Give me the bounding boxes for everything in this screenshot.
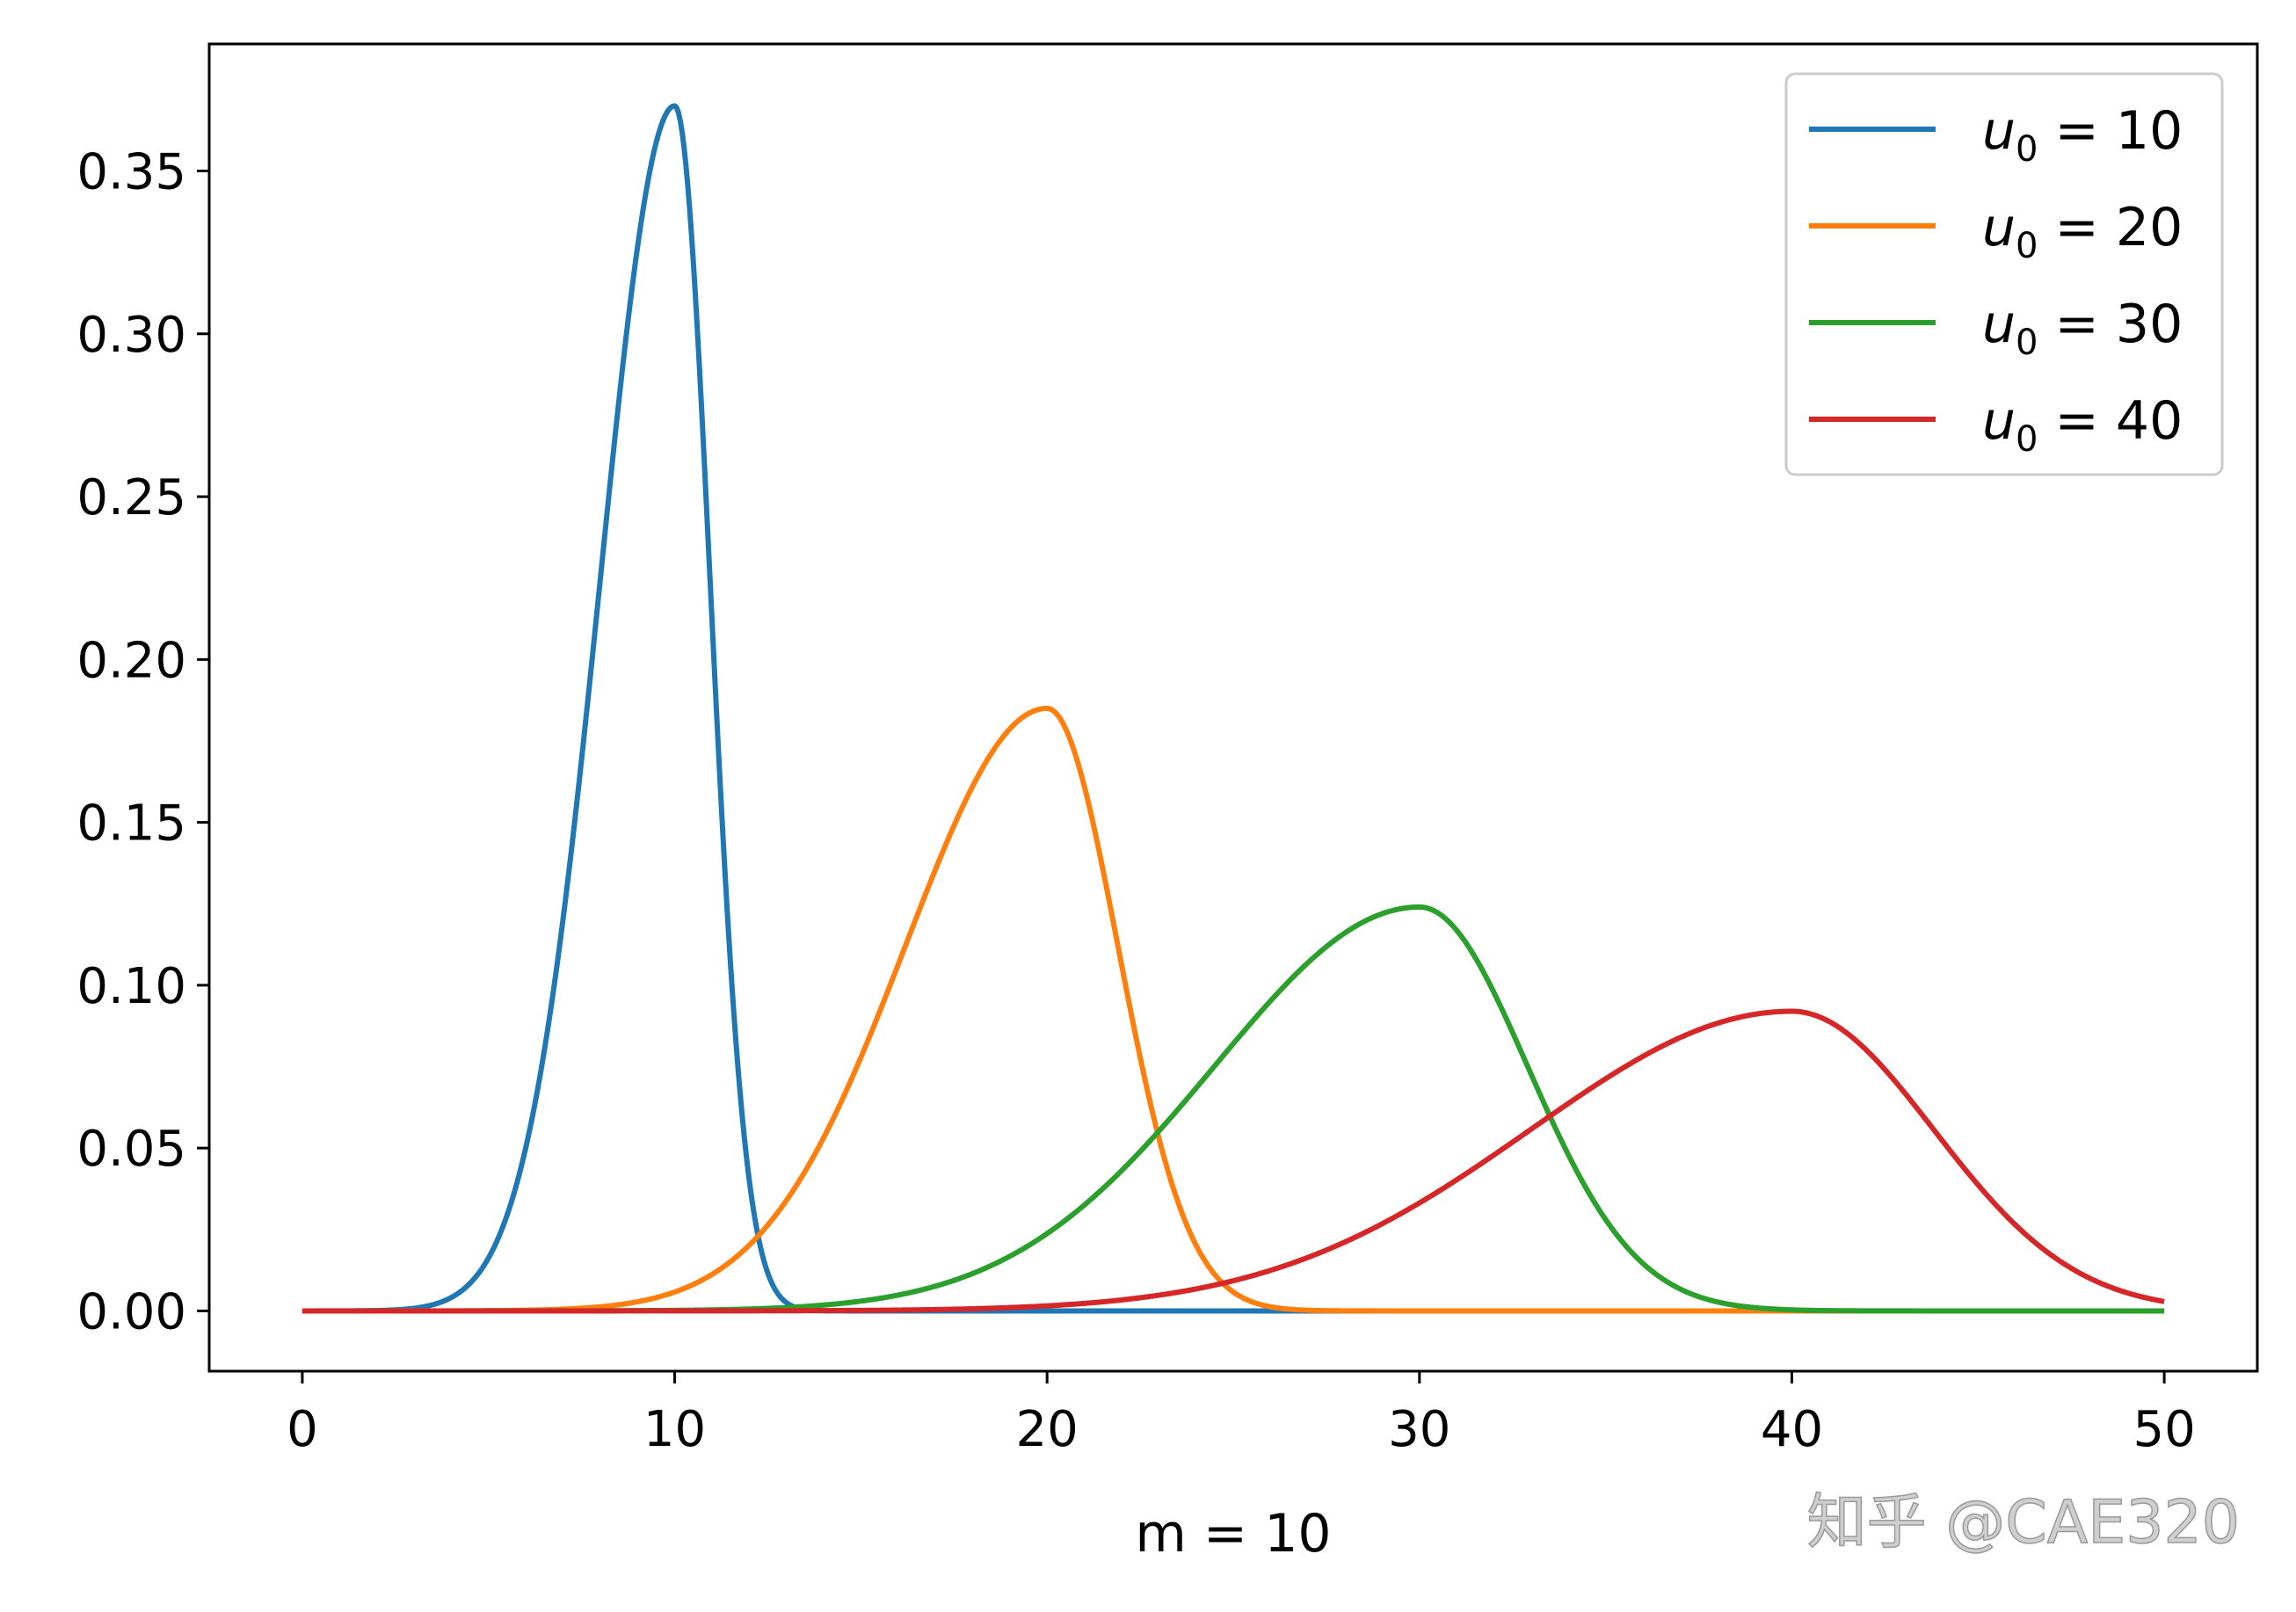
y-tick-label: 0.35 [76, 144, 186, 201]
y-axis: 0.00 0.05 0.10 0.15 0.20 0.25 0.30 0.35 [76, 144, 209, 1340]
y-tick-label: 0.15 [76, 795, 186, 853]
plot-frame [207, 42, 2259, 1373]
x-tick-label: 30 [1388, 1401, 1450, 1458]
legend-frame [1784, 72, 2224, 476]
legend-label-1: u0 = 10 [1982, 100, 2183, 170]
y-tick-label: 0.00 [76, 1283, 186, 1340]
legend-label-3: u0 = 30 [1982, 294, 2183, 363]
legend-label-2: u0 = 20 [1982, 197, 2183, 266]
y-tick-label: 0.25 [76, 469, 186, 526]
y-tick-label: 0.10 [76, 958, 186, 1015]
x-tick-label: 10 [643, 1401, 706, 1458]
series-layer [302, 103, 2165, 1314]
x-axis: 0 10 20 30 40 50 [287, 1371, 2196, 1458]
x-tick-label: 0 [287, 1401, 318, 1458]
x-tick-label: 20 [1016, 1401, 1079, 1458]
legend-label-4: u0 = 40 [1982, 390, 2183, 460]
x-tick-label: 40 [1761, 1401, 1823, 1458]
y-tick-label: 0.20 [76, 632, 186, 689]
legend: u0 = 10 u0 = 20 u0 = 30 u0 = 40 [1784, 72, 2224, 476]
x-tick-label: 50 [2133, 1401, 2195, 1458]
y-tick-label: 0.05 [76, 1121, 186, 1178]
y-tick-label: 0.30 [76, 307, 186, 364]
series-line-4 [302, 1008, 2165, 1314]
x-axis-label: m = 10 [1135, 1503, 1331, 1565]
watermark: 知乎 @CAE320 [1807, 1488, 2240, 1558]
